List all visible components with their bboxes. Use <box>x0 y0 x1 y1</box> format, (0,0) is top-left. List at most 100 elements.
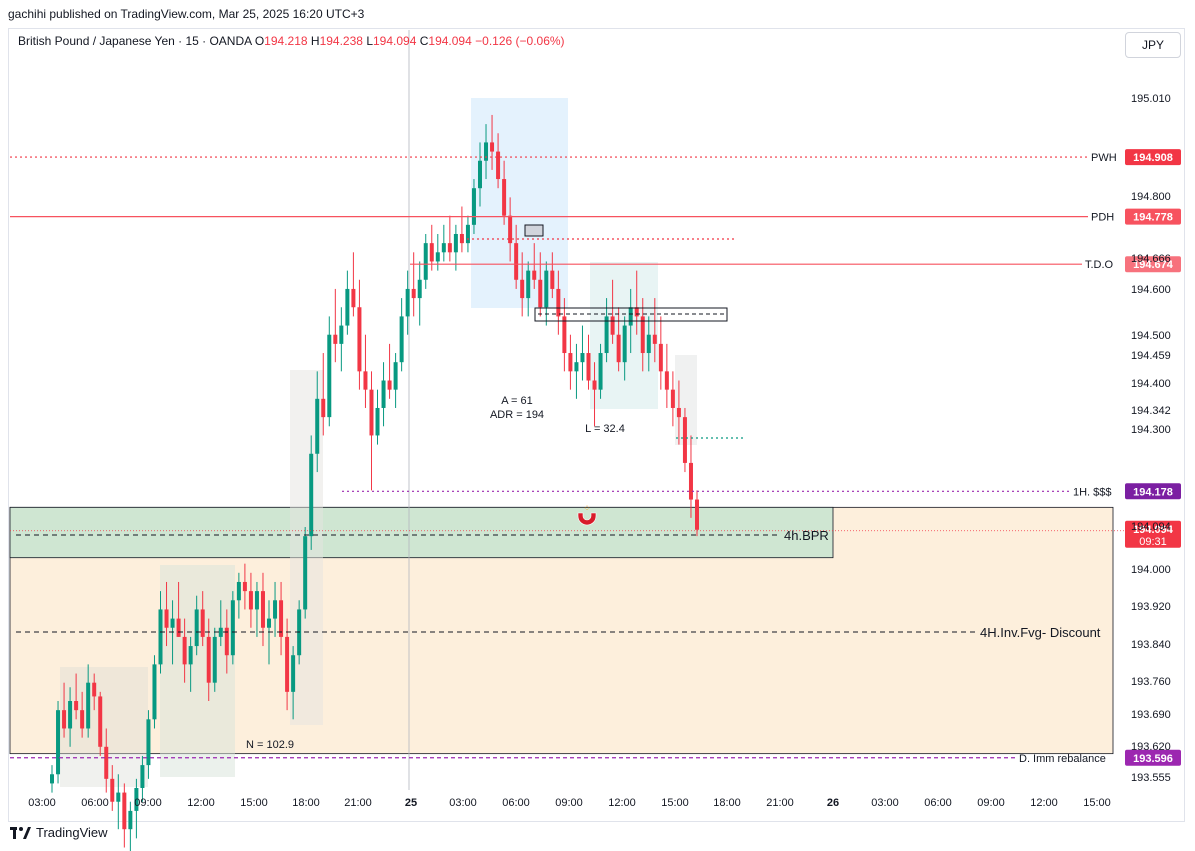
candle-body <box>435 252 440 262</box>
candle-body <box>695 499 699 530</box>
candle-body <box>291 655 296 692</box>
x-tick-label: 25 <box>405 797 417 809</box>
x-tick-label: 18:00 <box>713 797 741 809</box>
candle-body <box>339 325 344 344</box>
candle-body <box>140 765 145 788</box>
candle-body <box>508 215 513 244</box>
candle-body <box>538 279 543 308</box>
magnet-icon <box>577 512 597 526</box>
last-price-label: 194.094 <box>1133 524 1174 536</box>
candle-body <box>496 151 501 180</box>
candle-body <box>634 307 639 317</box>
candle-body <box>363 371 368 390</box>
y-tick-label: 194.500 <box>1131 330 1171 342</box>
tradingview-logo-icon <box>10 826 31 839</box>
y-tick-label: 194.666 <box>1131 253 1171 265</box>
candle-body <box>170 618 175 628</box>
candle-body <box>224 627 229 656</box>
candle-body <box>411 288 416 299</box>
legend-change: −0.126 (−0.06%) <box>475 34 565 48</box>
candle-body <box>399 316 404 363</box>
x-tick-label: 26 <box>827 797 839 809</box>
candle-body <box>550 270 555 289</box>
x-tick-label: 21:00 <box>344 797 372 809</box>
candle-body <box>646 334 651 354</box>
candle-body <box>176 618 181 637</box>
x-tick-label: 12:00 <box>1030 797 1058 809</box>
candle-body <box>465 224 470 244</box>
candle-body <box>556 288 561 317</box>
bpr-zone <box>9 506 834 559</box>
x-tick-label: 12:00 <box>187 797 215 809</box>
price-badge <box>1125 208 1181 225</box>
candle-body <box>206 636 211 683</box>
candle-body <box>50 774 54 784</box>
legend-open: O194.218 <box>254 34 308 48</box>
y-tick-label: 194.094 <box>1131 521 1171 533</box>
candle-body <box>676 407 681 418</box>
magnet-sparks-icon: ⁘ <box>583 504 591 514</box>
level-name: 1H. $$$ <box>1073 486 1112 498</box>
candle-body <box>688 462 693 500</box>
y-tick-label: 194.000 <box>1131 564 1171 576</box>
candle-body <box>242 581 247 592</box>
candle-body <box>490 142 495 152</box>
legend-symbol[interactable]: British Pound / Japanese Yen · 15 · OAND… <box>18 34 252 48</box>
x-tick-label: 21:00 <box>766 797 794 809</box>
candle-body <box>152 664 157 720</box>
candle-body <box>393 362 398 390</box>
candle-body <box>562 316 567 354</box>
candle-body <box>92 682 97 697</box>
candle-body <box>273 600 278 619</box>
candle-body <box>285 636 290 692</box>
x-tick-label: 06:00 <box>81 797 109 809</box>
candle-body <box>423 243 428 280</box>
candle-body <box>194 609 199 647</box>
level-name: PWH <box>1091 152 1117 164</box>
legend-close: C194.094 <box>419 34 472 48</box>
candle-body <box>309 453 314 537</box>
x-tick-label: 03:00 <box>28 797 56 809</box>
level-name: T.D.O <box>1085 259 1114 271</box>
session-box <box>675 355 697 445</box>
candle-body <box>345 288 350 326</box>
candle-body <box>610 316 615 335</box>
candle-body <box>218 627 223 637</box>
candle-body <box>369 389 374 436</box>
candle-body <box>447 243 452 253</box>
candle-body <box>381 380 386 408</box>
candle-body <box>628 307 633 326</box>
candle-body <box>116 792 121 802</box>
candle-body <box>98 696 103 747</box>
x-tick-label: 15:00 <box>661 797 689 809</box>
x-tick-label: 15:00 <box>240 797 268 809</box>
candle-body <box>453 233 458 253</box>
candle-body <box>520 279 525 299</box>
legend-low: L194.094 <box>366 34 417 48</box>
y-tick-label: 193.920 <box>1131 601 1171 613</box>
candle-body <box>321 398 326 418</box>
currency-button[interactable]: JPY <box>1125 32 1181 58</box>
price-badge <box>1125 256 1181 273</box>
y-tick-label: 193.620 <box>1131 741 1171 753</box>
candle-body <box>212 636 217 683</box>
level-name: PDH <box>1091 212 1114 224</box>
annotation-label: L = 32.4 <box>585 423 625 435</box>
candle-body <box>586 353 591 381</box>
candle-body <box>230 600 235 656</box>
tradingview-logo[interactable]: TradingView <box>10 825 108 840</box>
price-badge-label: 194.778 <box>1133 212 1173 224</box>
candle-body <box>502 179 507 216</box>
annotation-label: ADR = 194 <box>490 409 544 421</box>
x-tick-label: 03:00 <box>449 797 477 809</box>
tradingview-brand: TradingView <box>36 825 108 840</box>
candle-body <box>62 710 67 729</box>
x-tick-label: 06:00 <box>924 797 952 809</box>
candle-body <box>104 746 109 779</box>
price-badge-label: 193.596 <box>1133 753 1173 765</box>
x-tick-label: 03:00 <box>871 797 899 809</box>
price-badge <box>1125 483 1181 500</box>
level-name: D. Imm rebalance <box>1019 753 1106 765</box>
candle-body <box>429 243 434 262</box>
